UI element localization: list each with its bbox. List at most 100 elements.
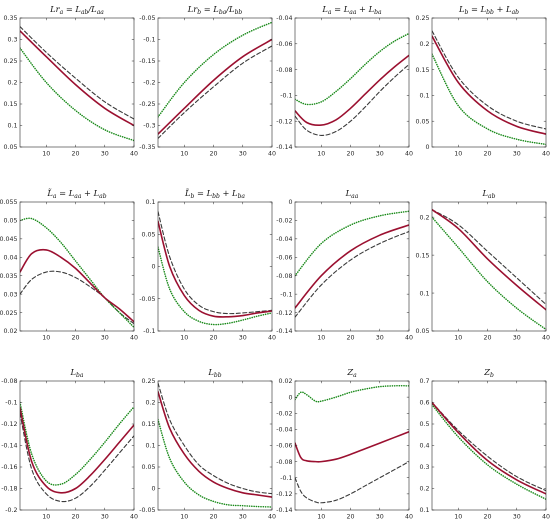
dashed-series-line — [295, 63, 409, 136]
dashed-series-line — [20, 412, 134, 503]
x-tick-label: 40 — [130, 151, 138, 158]
x-tick-label: 10 — [42, 151, 50, 158]
y-tick-label: -0.25 — [139, 101, 155, 108]
y-tick-label: -0.3 — [143, 123, 155, 130]
x-tick-label: 30 — [101, 514, 109, 521]
y-tick-label: 0.25 — [415, 15, 429, 22]
y-tick-label: -0.15 — [139, 58, 155, 65]
y-tick-label: 0.05 — [3, 218, 17, 225]
panel-10: 10 20 30 40 -0.05 0 0.05 0.1 0.15 0.2 0.25 Lbb​ — [139, 367, 276, 521]
solid-series-line — [295, 224, 409, 309]
solid-series-line — [158, 390, 272, 498]
y-tick-label: 0.025 — [0, 310, 18, 317]
x-tick-label: 40 — [405, 514, 413, 521]
panel-3: 10 20 30 40 -0.14 -0.12 -0.1 -0.08 -0.06 -0.04 La​… — [276, 4, 413, 158]
solid-series-line — [295, 54, 409, 126]
x-tick-label: 30 — [101, 335, 109, 342]
panel-1: 10 20 30 40 0.05 0.1 0.15 0.2 0.25 0.3 0.35 Lra​ = … — [3, 4, 138, 158]
y-tick-label: 0 — [288, 199, 292, 206]
x-tick-label: 40 — [542, 151, 550, 158]
y-tick-label: -0.05 — [139, 15, 155, 22]
x-tick-label: 20 — [72, 151, 80, 158]
y-tick-label: -0.14 — [1, 443, 17, 450]
y-tick-label: -0.14 — [276, 144, 292, 151]
axes-box — [294, 201, 410, 332]
y-tick-label: -0.1 — [280, 475, 292, 482]
x-tick-label: 40 — [405, 151, 413, 158]
y-tick-label: 0.3 — [7, 37, 17, 44]
dotted-series-line — [20, 217, 134, 329]
y-tick-label: -0.04 — [276, 236, 292, 243]
panel-title: Lba​ — [70, 367, 84, 379]
x-tick-label: 10 — [317, 514, 325, 521]
x-tick-label: 30 — [376, 335, 384, 342]
y-tick-label: 0.35 — [3, 15, 17, 22]
y-tick-label: 0 — [151, 486, 155, 493]
x-tick-label: 30 — [239, 335, 247, 342]
y-tick-label: -0.1 — [280, 291, 292, 298]
y-tick-label: 0.25 — [141, 378, 155, 385]
y-tick-label: 0.1 — [419, 507, 429, 514]
solid-series-line — [20, 248, 134, 323]
x-tick-label: 10 — [317, 151, 325, 158]
x-tick-label: 40 — [542, 335, 550, 342]
y-tick-label: -0.1 — [143, 37, 155, 44]
y-tick-label: 0.05 — [141, 231, 155, 238]
y-tick-label: 0.6 — [419, 400, 429, 407]
y-tick-label: -0.2 — [143, 80, 155, 87]
solid-series-line — [158, 220, 272, 318]
y-tick-label: -0.06 — [276, 41, 292, 48]
x-tick-label: 30 — [376, 514, 384, 521]
panel-8: 10 20 30 40 0.05 0.1 0.15 0.2 Lab​ — [415, 188, 550, 342]
solid-series-line — [432, 35, 546, 135]
panel-12: 10 20 30 40 0.1 0.2 0.3 0.4 0.5 0.6 0.7 Zb​ — [419, 367, 550, 521]
y-tick-label: -0.1 — [143, 328, 155, 335]
dashed-series-line — [432, 209, 546, 305]
solid-series-line — [295, 430, 409, 463]
y-tick-label: 0.7 — [419, 378, 429, 385]
dotted-series-line — [158, 21, 272, 118]
y-tick-label: -0.08 — [276, 273, 292, 280]
x-tick-label: 30 — [513, 335, 521, 342]
panel-title: Zb​ — [483, 367, 494, 379]
x-tick-label: 20 — [347, 151, 355, 158]
dotted-series-line — [20, 401, 134, 486]
y-tick-label: -0.12 — [276, 118, 292, 125]
y-tick-label: -0.14 — [276, 507, 292, 514]
y-tick-label: -0.04 — [276, 15, 292, 22]
y-tick-label: 0.5 — [419, 421, 429, 428]
x-tick-label: 40 — [268, 335, 276, 342]
x-tick-label: 10 — [454, 514, 462, 521]
x-tick-label: 20 — [347, 335, 355, 342]
x-tick-label: 30 — [376, 151, 384, 158]
axes-box — [157, 17, 273, 148]
y-tick-label: -0.1 — [280, 93, 292, 100]
x-tick-label: 40 — [405, 335, 413, 342]
x-tick-label: 20 — [210, 335, 218, 342]
y-tick-label: -0.18 — [1, 486, 17, 493]
y-tick-label: 0.1 — [145, 443, 155, 450]
panel-7: 10 20 30 40 -0.14 -0.12 -0.1 -0.08 -0.06 -0.04 -0.… — [276, 188, 413, 342]
y-tick-label: -0.08 — [276, 459, 292, 466]
y-tick-label: 0.04 — [3, 254, 17, 261]
panel-title: Laa​ — [345, 188, 359, 200]
y-tick-label: 0.15 — [415, 67, 429, 74]
y-tick-label: 0.2 — [419, 486, 429, 493]
y-tick-label: 0.2 — [145, 400, 155, 407]
y-tick-label: 0.25 — [3, 58, 17, 65]
x-tick-label: 10 — [180, 514, 188, 521]
y-tick-label: 0.3 — [419, 464, 429, 471]
y-tick-label: 0 — [425, 144, 429, 151]
y-tick-label: -0.04 — [276, 427, 292, 434]
y-tick-label: 0.4 — [419, 443, 429, 450]
solid-series-line — [432, 208, 546, 311]
solid-series-line — [432, 401, 546, 495]
y-tick-label: 0.02 — [3, 328, 17, 335]
x-tick-label: 20 — [72, 335, 80, 342]
dashed-series-line — [158, 211, 272, 315]
y-tick-label: 0.055 — [0, 199, 18, 206]
dotted-series-line — [20, 47, 134, 142]
panel-title: Lbb​ — [207, 367, 221, 379]
panel-4: 10 20 30 40 0 0.05 0.1 0.15 0.2 0.25 Lb​ = Lbb​ + … — [415, 4, 550, 158]
